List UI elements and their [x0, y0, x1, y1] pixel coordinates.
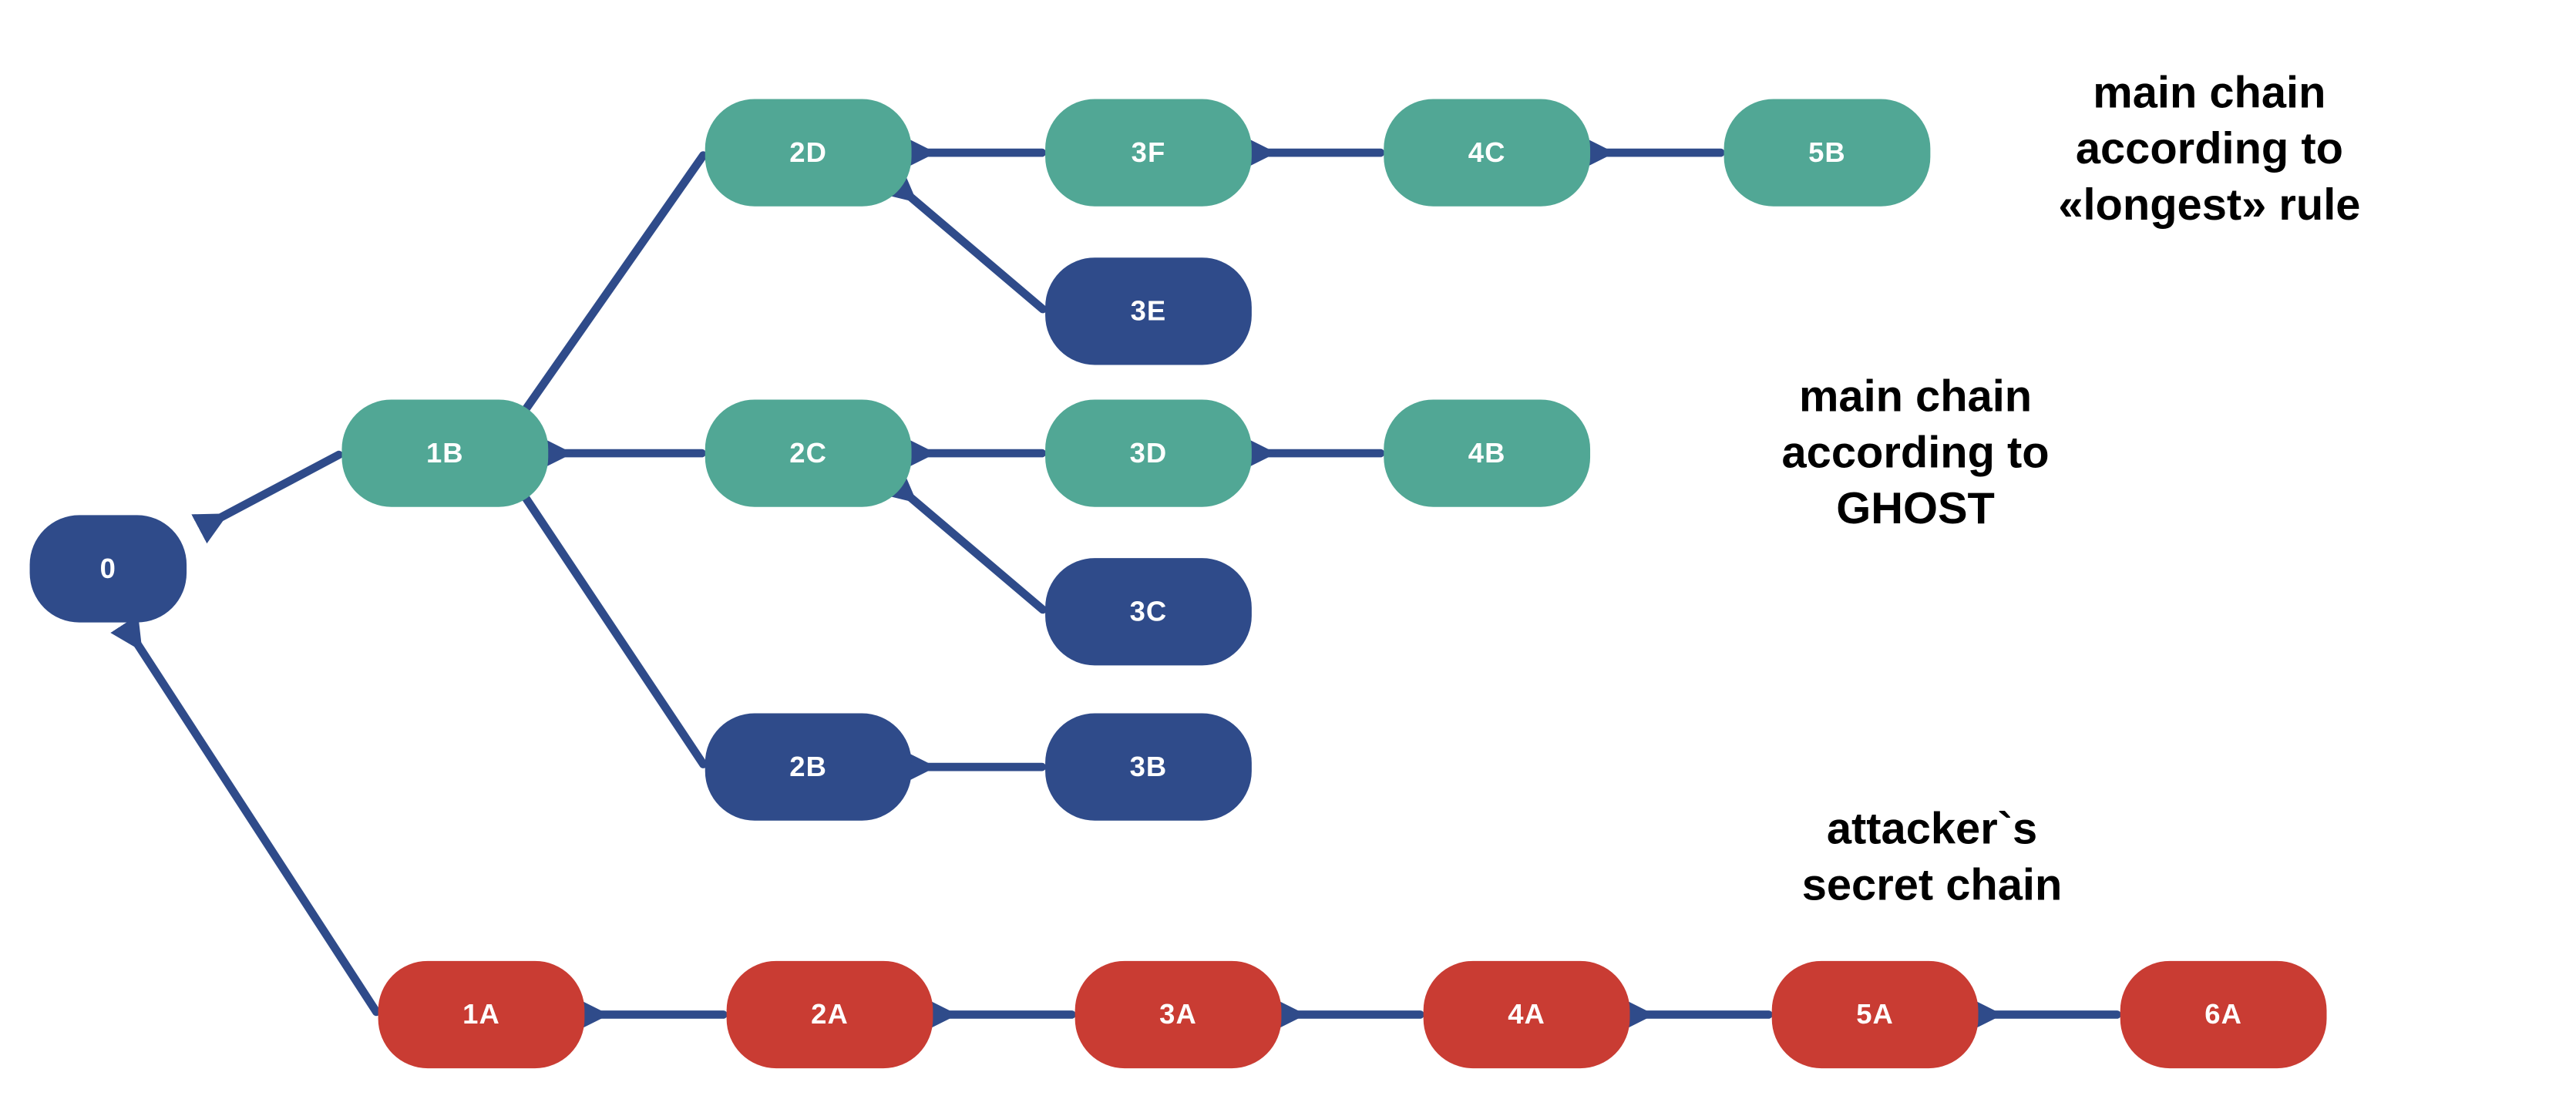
- block-label: 4B: [1468, 437, 1506, 470]
- diagram-canvas: 0 1B 2D 2C 2B 3F 3E 3D 3C 3B 4C 4B 5B 1A 2A 3A 4A 5A 6A mai…: [0, 0, 2576, 1116]
- block-label: 2A: [811, 998, 849, 1031]
- block-2A: 2A: [727, 961, 933, 1068]
- block-2D: 2D: [705, 99, 912, 207]
- block-5B: 5B: [1724, 99, 1931, 207]
- block-label: 5A: [1856, 998, 1894, 1031]
- block-label: 2B: [789, 751, 827, 784]
- block-0: 0: [30, 515, 187, 622]
- block-label: 0: [100, 553, 116, 586]
- label-ghost: main chain according to GHOST: [1684, 370, 2147, 537]
- block-label: 3F: [1132, 136, 1166, 170]
- block-label: 4C: [1468, 136, 1506, 170]
- edge-arrow: [519, 488, 703, 765]
- block-6A: 6A: [2120, 961, 2327, 1068]
- block-5A: 5A: [1772, 961, 1979, 1068]
- block-label: 2C: [789, 437, 827, 470]
- edge-arrow: [903, 191, 1043, 309]
- block-4C: 4C: [1384, 99, 1590, 207]
- block-3E: 3E: [1045, 257, 1252, 365]
- block-label: 2D: [789, 136, 827, 170]
- block-label: 3A: [1159, 998, 1197, 1031]
- label-longest: main chain according to «longest» rule: [1978, 66, 2440, 234]
- block-label: 6A: [2204, 998, 2242, 1031]
- block-label: 1B: [426, 437, 464, 470]
- block-3F: 3F: [1045, 99, 1252, 207]
- block-3D: 3D: [1045, 399, 1252, 506]
- block-label: 1A: [462, 998, 500, 1031]
- block-2B: 2B: [705, 713, 912, 820]
- block-label: 4A: [1508, 998, 1545, 1031]
- block-1A: 1A: [378, 961, 585, 1068]
- block-label: 3C: [1130, 595, 1168, 628]
- edge-arrow: [903, 492, 1043, 610]
- edge-arrow: [519, 156, 703, 419]
- block-label: 5B: [1808, 136, 1846, 170]
- block-3B: 3B: [1045, 713, 1252, 820]
- block-label: 3E: [1131, 294, 1167, 328]
- block-label: 3B: [1130, 751, 1168, 784]
- label-attacker: attacker`s secret chain: [1717, 802, 2147, 914]
- block-1B: 1B: [341, 399, 548, 506]
- block-3A: 3A: [1075, 961, 1282, 1068]
- block-2C: 2C: [705, 399, 912, 506]
- edge-arrow: [212, 455, 338, 522]
- block-4B: 4B: [1384, 399, 1590, 506]
- block-label: 3D: [1130, 437, 1168, 470]
- edge-arrow: [133, 637, 376, 1012]
- block-3C: 3C: [1045, 558, 1252, 665]
- block-4A: 4A: [1424, 961, 1630, 1068]
